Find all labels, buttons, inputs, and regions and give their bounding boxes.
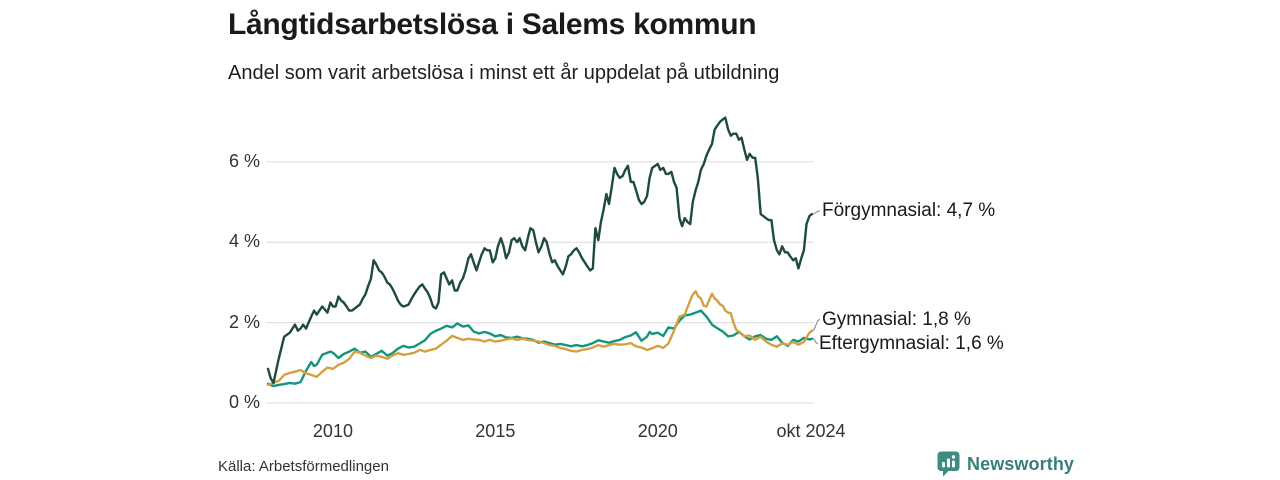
newsworthy-logo: Newsworthy bbox=[937, 451, 1074, 477]
y-tick-label: 6 % bbox=[228, 150, 260, 171]
series-line-gymnasial bbox=[266, 290, 814, 387]
y-tick-label: 0 % bbox=[228, 392, 260, 412]
x-tick-label: 2020 bbox=[637, 421, 678, 441]
x-tick-label: 2010 bbox=[312, 421, 353, 441]
series-end-label-gymnasial: Gymnasial: 1,8 % bbox=[822, 309, 971, 330]
newsworthy-logo-text: Newsworthy bbox=[967, 453, 1075, 474]
source-note: Källa: Arbetsförmedlingen bbox=[218, 458, 389, 475]
label-leader-forgymnasial bbox=[813, 210, 821, 215]
y-tick-label: 4 % bbox=[228, 231, 260, 252]
y-tick-label: 2 % bbox=[228, 311, 260, 332]
chart-subtitle: Andel som varit arbetslösa i minst ett å… bbox=[228, 62, 780, 84]
label-leader-gymnasial bbox=[812, 318, 821, 331]
x-tick-label: okt 2024 bbox=[776, 421, 846, 441]
newsworthy-logo-icon bbox=[937, 451, 960, 477]
series-line-forgymnasial bbox=[266, 116, 814, 385]
chart-title: Långtidsarbetslösa i Salems kommun bbox=[228, 8, 757, 41]
series-line-eftergymnasial bbox=[266, 309, 814, 388]
series-end-label-forgymnasial: Förgymnasial: 4,7 % bbox=[822, 200, 996, 221]
label-leader-eftergymnasial bbox=[813, 338, 819, 345]
x-tick-label: 2015 bbox=[475, 421, 516, 441]
series-end-label-eftergymnasial: Eftergymnasial: 1,6 % bbox=[819, 333, 1004, 354]
